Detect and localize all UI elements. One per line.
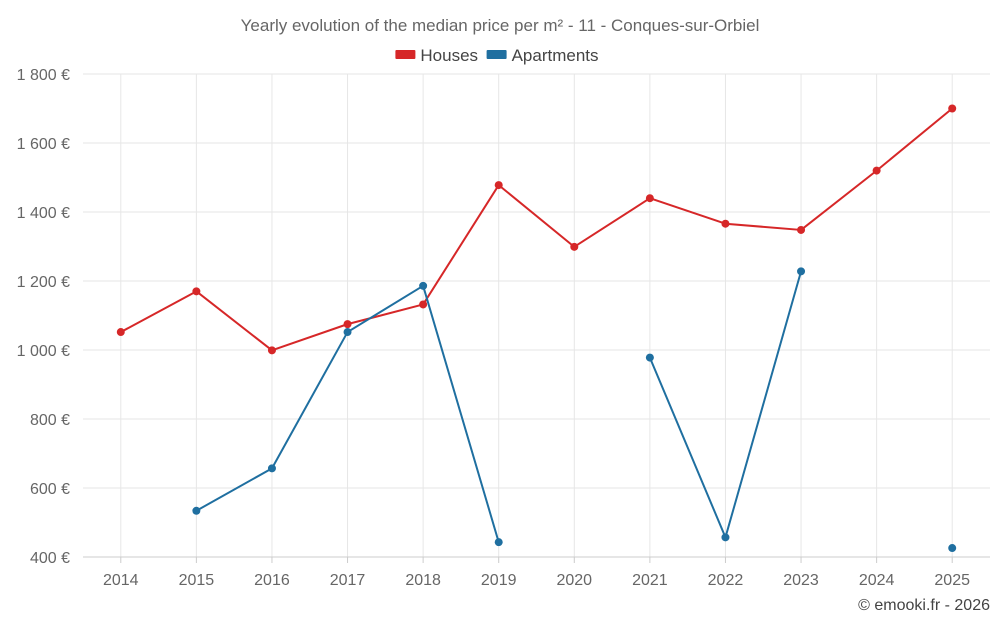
apartments-point	[343, 328, 352, 337]
y-tick-label: 800 €	[30, 412, 70, 429]
y-tick-label: 400 €	[30, 550, 70, 567]
x-tick-label: 2019	[481, 572, 517, 589]
y-tick-label: 1 000 €	[17, 343, 70, 360]
houses-point	[192, 287, 201, 296]
y-tick-label: 1 600 €	[17, 136, 70, 153]
x-tick-label: 2020	[556, 572, 592, 589]
credit-text: © emooki.fr - 2026	[858, 597, 990, 614]
apartments-point	[192, 506, 201, 515]
series-layer	[116, 104, 957, 553]
apartments-point	[419, 281, 428, 290]
houses-point	[494, 181, 503, 190]
houses-point	[645, 194, 654, 203]
houses-point	[570, 242, 579, 251]
houses-line	[120, 107, 953, 352]
x-tick-label: 2025	[934, 572, 970, 589]
x-tick-label: 2016	[254, 572, 290, 589]
apartments-point	[948, 544, 957, 553]
y-tick-label: 600 €	[30, 481, 70, 498]
houses-point	[343, 320, 352, 329]
x-tick-label: 2018	[405, 572, 441, 589]
apartments-point	[797, 267, 806, 276]
y-tick-label: 1 400 €	[17, 205, 70, 222]
houses-point	[797, 225, 806, 234]
axis-layer: 400 € 600 € 800 € 1 000 € 1 200 € 1 400 € 1 60…	[17, 67, 990, 589]
apartments-point	[494, 538, 503, 547]
legend-swatch	[486, 50, 507, 59]
apartments-point	[267, 464, 276, 473]
series-houses	[116, 104, 957, 355]
x-tick-label: 2021	[632, 572, 668, 589]
x-tick-label: 2015	[179, 572, 215, 589]
houses-point	[948, 104, 957, 113]
x-tick-label: 2023	[783, 572, 819, 589]
grid-layer	[83, 73, 990, 558]
houses-point	[721, 219, 730, 228]
x-tick-label: 2017	[330, 572, 366, 589]
y-tick-label: 1 200 €	[17, 274, 70, 291]
x-tick-label: 2022	[708, 572, 744, 589]
houses-point	[872, 166, 881, 175]
houses-point	[267, 346, 276, 355]
houses-point	[116, 328, 125, 337]
apartments-point	[721, 533, 730, 542]
legend-swatch	[395, 50, 416, 59]
chart-legend: Houses Apartments	[395, 46, 599, 65]
chart-title: Yearly evolution of the median price per…	[241, 16, 760, 35]
y-tick-label: 1 800 €	[17, 67, 70, 84]
legend-label: Apartments	[512, 46, 599, 65]
x-tick-label: 2024	[859, 572, 895, 589]
legend-item-apartments: Apartments	[486, 46, 599, 65]
houses-point	[419, 300, 428, 309]
apartments-point	[645, 353, 654, 362]
legend-label: Houses	[420, 46, 478, 65]
series-apartments	[192, 267, 957, 553]
legend-item-houses: Houses	[395, 46, 478, 65]
x-tick-label: 2014	[103, 572, 139, 589]
